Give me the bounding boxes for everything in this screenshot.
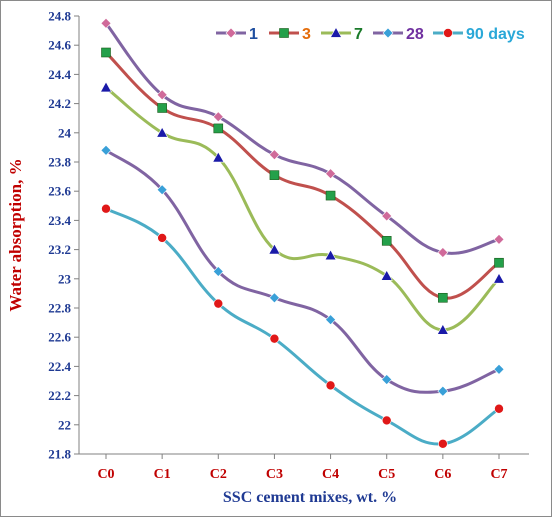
x-tick-label: C3 bbox=[266, 467, 283, 482]
data-point-marker bbox=[325, 380, 336, 391]
y-tick-label: 23.2 bbox=[48, 242, 71, 257]
data-point-marker bbox=[269, 149, 280, 161]
data-point-marker bbox=[437, 247, 449, 258]
data-point-marker bbox=[324, 249, 337, 261]
data-point-marker bbox=[157, 103, 167, 113]
data-point-marker bbox=[213, 123, 224, 134]
series-lines bbox=[104, 22, 501, 446]
data-point-marker bbox=[212, 266, 224, 277]
y-tick-label: 23.6 bbox=[48, 184, 71, 199]
y-tick-label: 24.6 bbox=[48, 38, 71, 53]
data-point-marker bbox=[156, 89, 168, 101]
legend: 1 3 7 28 90 days bbox=[216, 26, 525, 43]
x-tick-label: C0 bbox=[97, 467, 114, 482]
series-markers bbox=[99, 17, 506, 449]
data-point-marker bbox=[437, 385, 449, 397]
data-point-marker bbox=[268, 243, 281, 255]
data-point-marker bbox=[156, 184, 168, 196]
data-point-marker bbox=[494, 257, 504, 268]
x-tick-label: C7 bbox=[490, 467, 507, 482]
data-point-marker bbox=[157, 233, 167, 243]
data-point-marker bbox=[325, 168, 336, 180]
y-axis-title: Water absorption, % bbox=[6, 158, 25, 311]
y-tick-label: 22.4 bbox=[48, 359, 71, 374]
data-point-marker bbox=[100, 17, 112, 29]
y-tick-label: 24.4 bbox=[48, 67, 71, 82]
x-tick-label: C2 bbox=[210, 467, 227, 482]
data-point-marker bbox=[380, 269, 393, 281]
y-tick-label: 23 bbox=[58, 271, 72, 286]
data-point-marker bbox=[156, 126, 169, 138]
x-tick-label: C6 bbox=[434, 467, 451, 482]
data-point-marker bbox=[381, 374, 393, 385]
data-point-marker bbox=[492, 272, 506, 284]
series-line-0 bbox=[104, 22, 500, 255]
data-point-marker bbox=[101, 203, 111, 214]
data-point-marker bbox=[325, 190, 336, 201]
data-point-marker bbox=[212, 111, 224, 123]
y-tick-label: 22.6 bbox=[48, 330, 71, 345]
series-line-1 bbox=[104, 51, 500, 300]
y-tick-label: 22.2 bbox=[48, 388, 71, 403]
series-line-4 bbox=[105, 207, 500, 446]
data-point-marker bbox=[381, 236, 392, 246]
data-point-marker bbox=[438, 292, 448, 303]
legend-label: 1 bbox=[249, 26, 258, 43]
data-point-marker bbox=[101, 47, 111, 58]
x-tick-labels: C0 C1 C2 C3 C4 C5 C6 C7 bbox=[97, 454, 508, 482]
legend-label: 7 bbox=[354, 26, 363, 43]
y-tick-labels: 24.8 24.6 24.4 24.2 24 23.8 23.6 23.4 23.2 23 22.8… bbox=[48, 9, 79, 462]
y-tick-label: 24 bbox=[58, 125, 72, 140]
data-point-marker bbox=[325, 314, 336, 326]
data-point-marker bbox=[99, 81, 113, 93]
y-tick-label: 22 bbox=[58, 417, 71, 432]
x-tick-label: C5 bbox=[378, 467, 395, 482]
legend-label: 28 bbox=[406, 26, 424, 43]
data-point-marker bbox=[381, 415, 392, 426]
axes bbox=[78, 16, 529, 455]
y-tick-label: 24.8 bbox=[48, 9, 71, 24]
data-point-marker bbox=[269, 170, 280, 180]
y-tick-label: 23.8 bbox=[48, 155, 71, 170]
y-tick-label: 24.2 bbox=[48, 96, 71, 111]
data-point-marker bbox=[438, 438, 448, 449]
series-line-3 bbox=[105, 149, 500, 394]
x-tick-label: C4 bbox=[322, 467, 339, 482]
legend-marker bbox=[329, 26, 343, 38]
legend-label: 90 days bbox=[466, 26, 525, 43]
legend-marker bbox=[279, 28, 289, 38]
data-point-marker bbox=[269, 292, 280, 304]
data-point-marker bbox=[269, 333, 280, 344]
data-point-marker bbox=[212, 151, 225, 163]
data-point-marker bbox=[213, 298, 224, 309]
legend-marker bbox=[443, 28, 453, 38]
data-point-marker bbox=[493, 363, 505, 375]
data-point-marker bbox=[494, 403, 504, 414]
legend-marker bbox=[382, 27, 394, 39]
legend-label: 3 bbox=[302, 26, 311, 43]
x-tick-label: C1 bbox=[154, 467, 171, 482]
y-tick-label: 22.8 bbox=[48, 301, 71, 316]
data-point-marker bbox=[436, 323, 449, 335]
data-point-marker bbox=[493, 233, 505, 245]
data-point-marker bbox=[381, 210, 393, 222]
data-point-marker bbox=[100, 144, 112, 156]
y-tick-label: 23.4 bbox=[48, 213, 71, 228]
y-tick-label: 21.8 bbox=[48, 447, 71, 462]
x-axis-title: SSC cement mixes, wt. % bbox=[223, 489, 397, 506]
legend-marker bbox=[225, 27, 237, 39]
